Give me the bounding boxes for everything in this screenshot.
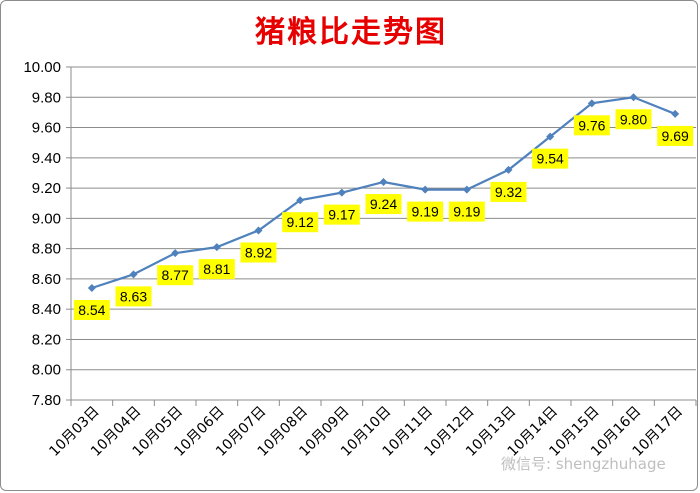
data-label: 9.76 (578, 117, 605, 133)
y-tick-label: 7.80 (32, 392, 61, 409)
data-point (587, 99, 596, 108)
data-label-bg (448, 201, 485, 222)
data-label: 8.81 (203, 261, 230, 277)
chart-title: 猪粮比走势图 (255, 15, 447, 50)
data-label-bg (323, 204, 360, 225)
data-label: 9.54 (537, 151, 564, 167)
data-label-bg (615, 109, 652, 130)
data-point (671, 109, 680, 118)
data-point (379, 178, 388, 187)
data-label-bg (73, 299, 110, 320)
data-point (171, 249, 180, 258)
y-tick-label: 8.80 (32, 241, 61, 258)
data-point (504, 165, 513, 174)
y-tick-label: 8.20 (32, 331, 61, 348)
data-label-bg (407, 201, 444, 222)
y-tick-label: 10.00 (23, 59, 61, 76)
data-point (462, 185, 471, 194)
data-label: 9.19 (453, 204, 480, 220)
data-label: 9.80 (620, 111, 647, 127)
data-label: 9.19 (412, 204, 439, 220)
data-label: 8.92 (245, 244, 272, 260)
y-tick-label: 9.40 (32, 150, 61, 167)
data-label-bg (657, 125, 694, 146)
data-point (546, 132, 555, 141)
y-tick-label: 8.60 (32, 271, 61, 288)
data-label: 8.77 (162, 267, 189, 283)
data-label-bg (157, 265, 194, 286)
data-label: 9.17 (328, 207, 355, 223)
watermark-text: 微信号: shengzhuhage (501, 455, 666, 473)
y-tick-label: 9.80 (32, 89, 61, 106)
data-point (337, 188, 346, 197)
data-label-bg (115, 286, 152, 307)
data-label: 9.12 (287, 214, 314, 230)
data-point (296, 196, 305, 205)
y-tick-label: 9.00 (32, 210, 61, 227)
y-tick-label: 9.20 (32, 180, 61, 197)
data-point (629, 93, 638, 102)
data-label-bg (532, 148, 569, 169)
data-label: 9.32 (495, 184, 522, 200)
data-point (129, 270, 138, 279)
data-label-bg (573, 115, 610, 136)
data-label: 9.24 (370, 196, 397, 212)
data-point (87, 283, 96, 292)
data-point (254, 226, 263, 235)
data-label-bg (282, 212, 319, 233)
y-tick-label: 8.40 (32, 301, 61, 318)
data-label: 8.63 (120, 288, 147, 304)
data-label-bg (365, 194, 402, 215)
data-label: 8.54 (78, 302, 105, 318)
data-point (421, 185, 430, 194)
data-label: 9.69 (662, 128, 689, 144)
y-tick-label: 8.00 (32, 362, 61, 379)
data-label-bg (490, 181, 527, 202)
data-label-bg (240, 242, 277, 263)
y-tick-label: 9.60 (32, 120, 61, 137)
data-label-bg (198, 259, 235, 280)
data-point (212, 243, 221, 252)
